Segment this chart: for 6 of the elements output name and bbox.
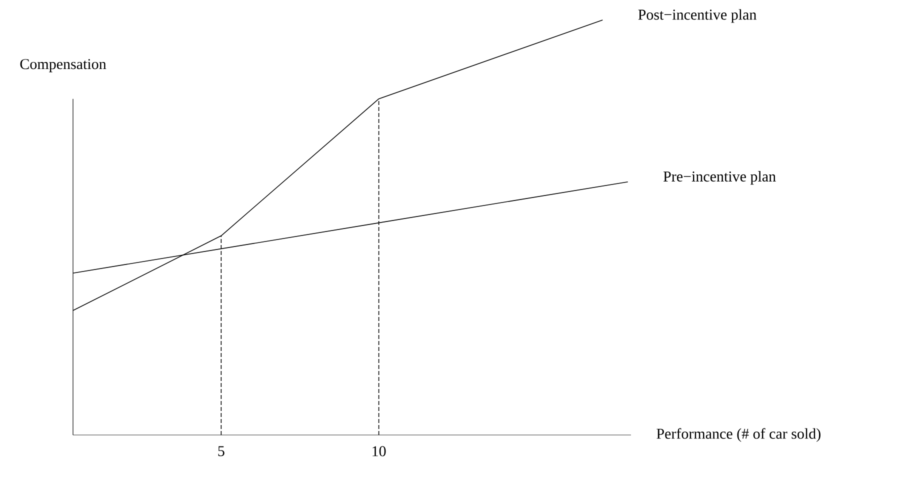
- x-tick-label: 10: [372, 446, 386, 456]
- y-axis-title: Compensation: [20, 59, 106, 72]
- text: Post−incentive plan: [638, 9, 756, 23]
- text: Pre−incentive plan: [663, 171, 776, 185]
- x-tick-label: 5: [218, 446, 224, 456]
- x-axis-title: Performance (# of car sold): [656, 428, 820, 442]
